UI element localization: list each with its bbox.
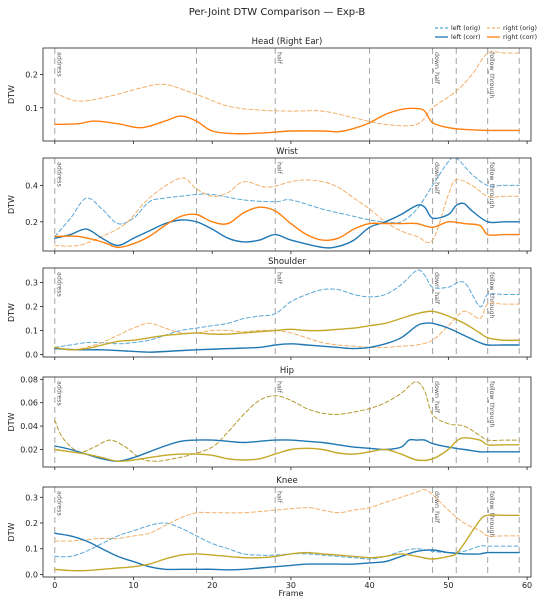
series-line-knee-0 (54, 522, 520, 560)
y-tick-label-head-right-ear-0: 0.1 (25, 104, 38, 113)
panel-frame-shoulder (42, 267, 532, 358)
panel-frame-hip (42, 376, 532, 468)
series-line-knee-3 (54, 514, 520, 572)
x-tick-label-50: 50 (443, 581, 453, 590)
event-label-hip-half: half (276, 381, 283, 394)
series-line-knee-2 (54, 532, 520, 571)
event-label-shoulder-follow-through: follow_through (488, 272, 495, 318)
series-line-hip-3 (54, 437, 520, 462)
panel-title-hip: Hip (280, 366, 294, 376)
y-tick-label-hip-0: 0.02 (20, 445, 38, 454)
series-line-knee-1 (54, 489, 520, 542)
y-tick-label-shoulder-1: 0.1 (25, 327, 38, 336)
series-line-hip-2 (54, 438, 520, 462)
event-label-head-right-ear-half: half (276, 52, 283, 65)
series-line-shoulder-3 (54, 310, 520, 351)
panel-frame-head-right-ear (42, 47, 532, 142)
y-tick-label-wrist-1: 0.4 (25, 181, 38, 190)
panel-knee: Knee address half down_half follow_through 0.… (7, 476, 532, 590)
series-line-head-right-ear-3 (54, 107, 520, 135)
legend-label-left-orig: left (orig) (451, 25, 480, 32)
panel-frame-knee (42, 486, 532, 578)
panel-title-head-right-ear: Head (Right Ear) (252, 37, 323, 47)
y-tick-label-shoulder-3: 0.3 (25, 278, 38, 287)
panel-hip: Hip address half down_half follow_through 0.0… (7, 366, 532, 470)
event-label-knee-address: address (55, 491, 62, 516)
legend-label-left-corr: left (corr) (451, 34, 481, 41)
y-axis-label-shoulder: DTW (7, 303, 16, 322)
series-line-wrist-1 (54, 177, 520, 247)
y-tick-label-hip-1: 0.04 (20, 422, 38, 431)
event-label-wrist-follow-through: follow_through (488, 162, 495, 208)
y-axis-label-wrist: DTW (7, 195, 16, 214)
event-label-knee-down-half: down_half (433, 491, 440, 524)
panels: Head (Right Ear)address half down_half foll… (7, 37, 532, 590)
x-axis-label: Frame (279, 589, 304, 598)
y-tick-label-knee-3: 0.3 (25, 493, 38, 502)
y-tick-label-wrist-0: 0.2 (25, 218, 38, 227)
event-label-shoulder-half: half (276, 272, 283, 285)
x-tick-label-10: 10 (128, 581, 138, 590)
event-label-wrist-address: address (55, 162, 62, 187)
panel-title-shoulder: Shoulder (268, 257, 306, 267)
x-tick-label-40: 40 (365, 581, 375, 590)
y-tick-label-knee-2: 0.2 (25, 519, 38, 528)
event-label-head-right-ear-address: address (55, 52, 62, 77)
y-tick-label-shoulder-0: 0.0 (25, 351, 38, 360)
x-tick-label-60: 60 (522, 581, 532, 590)
y-tick-label-hip-2: 0.06 (20, 399, 38, 408)
series-line-shoulder-0 (54, 269, 520, 348)
event-label-knee-follow-through: follow_through (488, 491, 495, 537)
event-label-knee-half: half (276, 491, 283, 504)
x-tick-label-0: 0 (52, 581, 57, 590)
series-line-wrist-3 (54, 206, 520, 249)
series-line-wrist-0 (54, 158, 520, 237)
panel-head-right-ear: Head (Right Ear) address half down_half foll… (7, 37, 532, 144)
event-label-hip-down-half: down_half (433, 381, 440, 414)
x-tick-label-20: 20 (207, 581, 217, 590)
event-label-head-right-ear-follow-through: follow_through (488, 52, 495, 98)
legend-label-right-corr: right (corr) (503, 34, 537, 41)
y-tick-label-knee-1: 0.1 (25, 545, 38, 554)
panel-title-wrist: Wrist (276, 147, 298, 157)
y-axis-label-hip: DTW (7, 412, 16, 431)
series-line-head-right-ear-1 (54, 50, 520, 127)
x-tick-label-30: 30 (286, 581, 296, 590)
event-label-hip-follow-through: follow_through (488, 381, 495, 427)
legend: left (orig) right (orig) left (corr) right … (435, 25, 537, 41)
event-label-hip-address: address (55, 381, 62, 406)
y-tick-label-head-right-ear-1: 0.2 (25, 71, 38, 80)
panel-frame-wrist (42, 157, 532, 252)
y-tick-label-knee-0: 0.0 (25, 570, 38, 579)
series-line-wrist-2 (54, 202, 520, 249)
event-label-wrist-half: half (276, 162, 283, 175)
series-line-shoulder-2 (54, 322, 520, 353)
figure-title: Per-Joint DTW Comparison — Exp-B (189, 7, 366, 18)
y-axis-label-knee: DTW (7, 522, 16, 541)
y-tick-label-shoulder-2: 0.2 (25, 302, 38, 311)
series-line-hip-1 (54, 381, 520, 462)
panel-title-knee: Knee (276, 476, 297, 486)
series-line-shoulder-1 (54, 302, 520, 351)
event-label-shoulder-address: address (55, 272, 62, 297)
legend-label-right-orig: right (orig) (503, 25, 537, 32)
y-axis-label-head-right-ear: DTW (7, 85, 16, 104)
event-label-head-right-ear-down-half: down_half (433, 52, 440, 85)
y-tick-label-hip-3: 0.08 (20, 375, 38, 384)
